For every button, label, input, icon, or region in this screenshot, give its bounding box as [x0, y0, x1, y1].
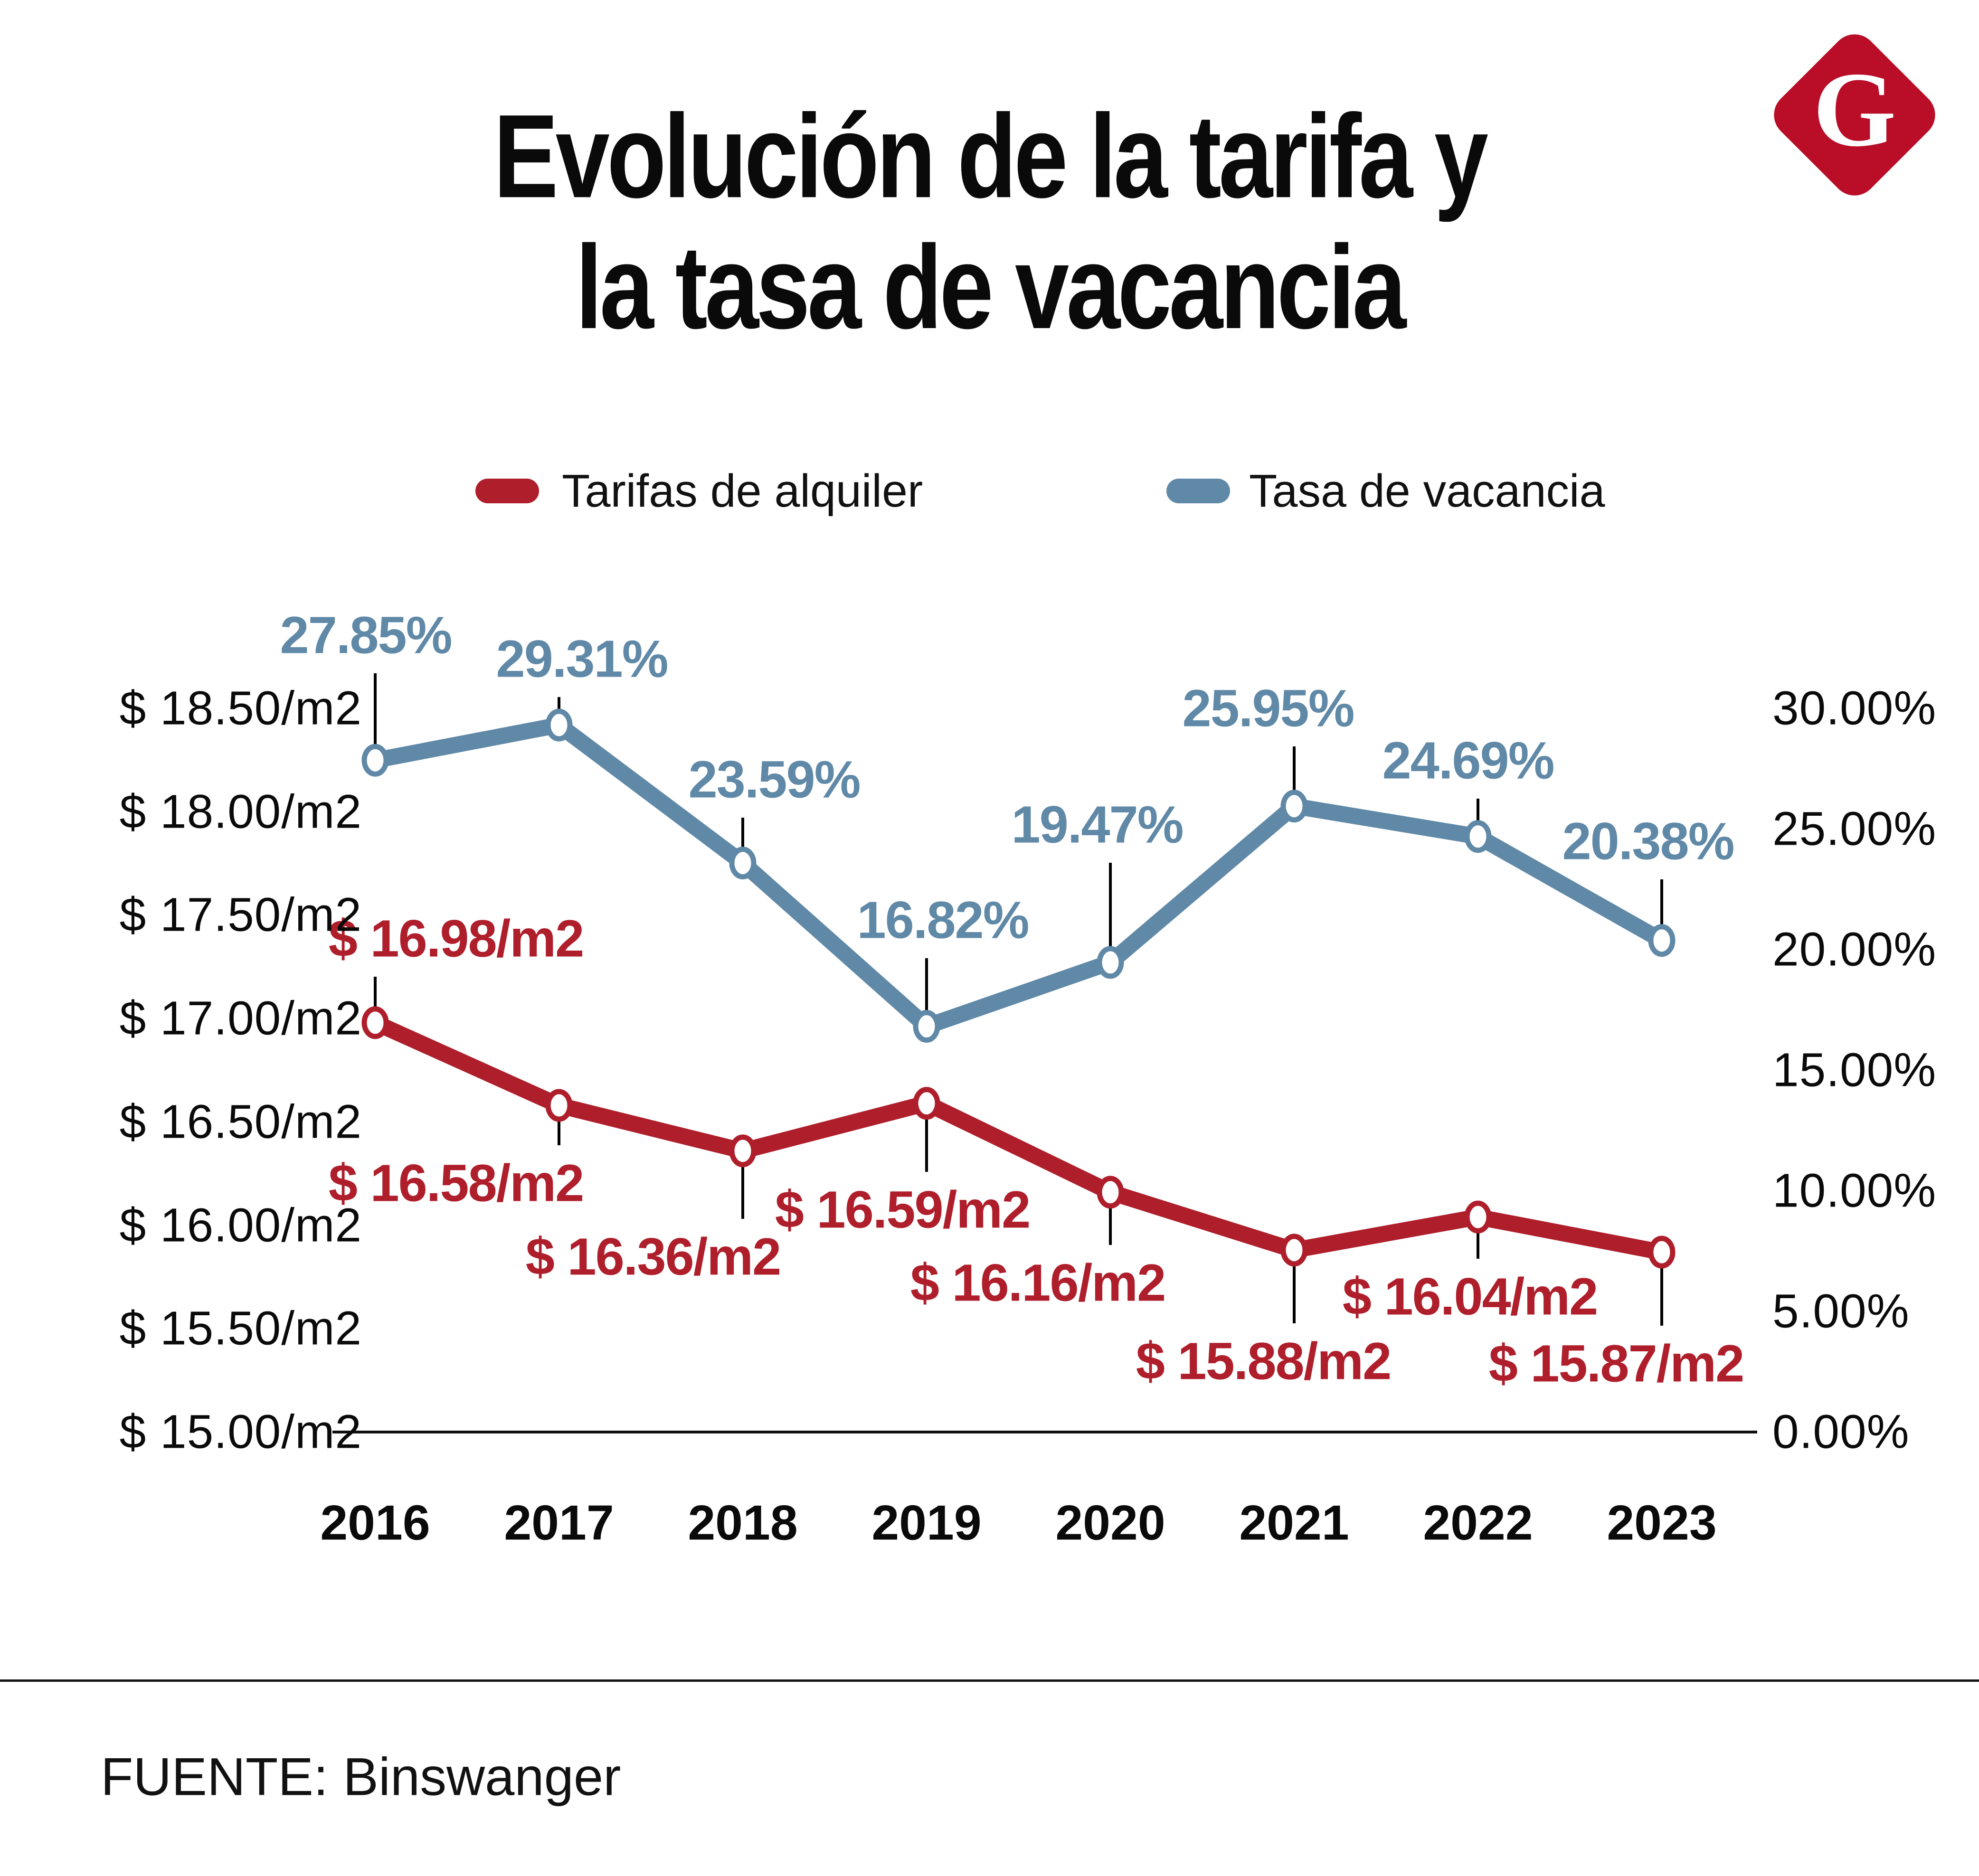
- data-point-tarifas-2023: [1648, 1235, 1676, 1269]
- left-axis-tick-6: $ 15.50/m2: [119, 1301, 362, 1355]
- data-label-tarifas-2016: $ 16.98/m2: [328, 909, 585, 968]
- x-axis-year-2018: 2018: [688, 1495, 798, 1551]
- data-label-tarifas-2019: $ 16.59/m2: [775, 1180, 1031, 1239]
- data-label-tarifas-2022: $ 16.04/m2: [1342, 1267, 1599, 1326]
- right-axis-tick-2: 20.00%: [1772, 923, 1937, 976]
- data-point-tarifas-2016: [361, 1006, 389, 1039]
- left-axis-tick-3: $ 17.00/m2: [119, 991, 362, 1045]
- x-axis-year-2019: 2019: [871, 1495, 982, 1551]
- left-axis-tick-7: $ 15.00/m2: [119, 1405, 362, 1459]
- x-axis-year-2017: 2017: [504, 1495, 614, 1551]
- chart-title-line2: la tasa de vacancia: [575, 220, 1407, 354]
- tarifas-line: [372, 1015, 1664, 1260]
- data-point-tarifas-2020: [1097, 1176, 1124, 1209]
- data-point-tasa-2018: [729, 847, 757, 880]
- data-point-tasa-2022: [1464, 820, 1492, 853]
- legend-swatch-tasa: [1166, 479, 1230, 503]
- data-label-tasa-2019: 16.82%: [857, 891, 1029, 950]
- data-point-tarifas-2019: [913, 1087, 940, 1120]
- data-point-tasa-2016: [361, 744, 389, 777]
- data-point-tarifas-2022: [1464, 1200, 1492, 1234]
- chart-title-line1: Evolución de la tarifa y: [493, 90, 1488, 223]
- data-point-tarifas-2021: [1280, 1234, 1308, 1267]
- data-label-tasa-2023: 20.38%: [1562, 812, 1734, 871]
- data-label-tasa-2020: 19.47%: [1011, 795, 1184, 854]
- data-point-tasa-2023: [1648, 924, 1676, 957]
- data-label-tasa-2022: 24.69%: [1382, 731, 1554, 790]
- legend-swatch-tarifas: [475, 479, 539, 503]
- x-axis-year-2016: 2016: [320, 1495, 430, 1551]
- data-point-tarifas-2017: [545, 1089, 573, 1122]
- legend-label-tasa: Tasa de vacancia: [1249, 465, 1605, 517]
- left-axis-tick-0: $ 18.50/m2: [119, 681, 362, 735]
- data-label-tasa-2017: 29.31%: [496, 630, 668, 688]
- data-point-tarifas-2018: [729, 1134, 757, 1168]
- left-axis-tick-5: $ 16.00/m2: [119, 1198, 362, 1252]
- data-label-tarifas-2023: $ 15.87/m2: [1488, 1334, 1745, 1393]
- x-axis-year-2021: 2021: [1239, 1495, 1349, 1551]
- source-text: FUENTE: Binswanger: [101, 1747, 621, 1807]
- data-label-tasa-2016: 27.85%: [280, 606, 452, 665]
- legend-label-tarifas: Tarifas de alquiler: [562, 465, 923, 517]
- left-axis-tick-2: $ 17.50/m2: [119, 888, 362, 942]
- right-axis-tick-3: 15.00%: [1772, 1043, 1937, 1097]
- data-point-tasa-2020: [1097, 946, 1124, 979]
- data-label-tasa-2018: 23.59%: [688, 750, 861, 809]
- footer-divider: [0, 1679, 1979, 1682]
- right-axis-tick-4: 10.00%: [1772, 1164, 1937, 1217]
- data-point-tasa-2021: [1280, 790, 1308, 823]
- right-axis-tick-5: 5.00%: [1772, 1284, 1910, 1338]
- data-point-tasa-2017: [545, 708, 573, 742]
- brand-logo-letter: G: [1813, 50, 1896, 169]
- x-axis-year-2023: 2023: [1607, 1495, 1717, 1551]
- data-label-tarifas-2020: $ 16.16/m2: [910, 1254, 1166, 1312]
- data-label-tasa-2021: 25.95%: [1182, 679, 1354, 738]
- data-label-tarifas-2021: $ 15.88/m2: [1136, 1332, 1392, 1391]
- right-axis-tick-0: 30.00%: [1772, 681, 1937, 735]
- right-axis-tick-1: 25.00%: [1772, 802, 1937, 856]
- left-axis-tick-4: $ 16.50/m2: [119, 1095, 362, 1149]
- right-axis-tick-6: 0.00%: [1772, 1405, 1910, 1459]
- x-axis-year-2022: 2022: [1423, 1495, 1533, 1551]
- data-label-tarifas-2018: $ 16.36/m2: [525, 1227, 782, 1286]
- data-point-tasa-2019: [913, 1010, 940, 1043]
- left-axis-tick-1: $ 18.00/m2: [119, 785, 362, 839]
- data-label-tarifas-2017: $ 16.58/m2: [328, 1154, 585, 1213]
- chart-title: Evolución de la tarifa y la tasa de vaca…: [0, 91, 1979, 352]
- x-axis-year-2020: 2020: [1055, 1495, 1165, 1551]
- tasa-line: [373, 717, 1666, 1035]
